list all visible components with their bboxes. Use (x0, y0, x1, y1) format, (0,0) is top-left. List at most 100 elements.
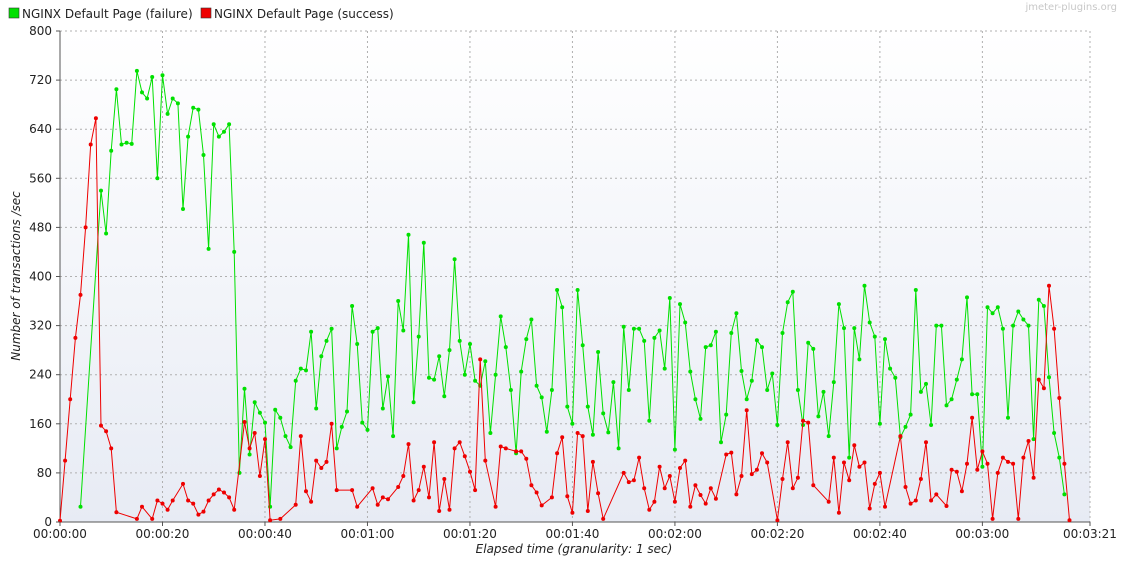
data-point (985, 305, 990, 310)
data-point (678, 302, 682, 307)
legend-label-failure: NGINX Default Page (failure) (22, 7, 193, 21)
data-point (662, 366, 667, 371)
data-point (1057, 396, 1062, 400)
data-point (324, 459, 329, 464)
data-point (483, 359, 488, 364)
data-point (334, 488, 339, 493)
data-point (273, 407, 278, 412)
data-point (473, 488, 478, 493)
series-success (58, 116, 1072, 523)
data-point (565, 494, 570, 499)
data-point (872, 481, 877, 486)
data-point (365, 427, 370, 432)
data-point (601, 411, 606, 416)
data-point (667, 296, 672, 300)
data-point (816, 414, 821, 419)
data-point (765, 388, 770, 392)
x-ticks: 00:00:00 00:00:20 00:00:40 00:01:00 00:01:20… (33, 522, 1117, 541)
data-point (329, 326, 334, 331)
data-point (473, 378, 478, 383)
data-point (288, 445, 293, 450)
data-point (790, 486, 795, 491)
data-point (590, 459, 595, 464)
data-point (88, 142, 93, 147)
data-point (985, 461, 990, 466)
data-point (257, 410, 262, 415)
data-point (191, 501, 196, 506)
data-point (954, 377, 959, 382)
data-point (790, 289, 795, 294)
data-point (539, 395, 544, 400)
data-point (555, 451, 560, 456)
data-point (216, 134, 221, 139)
data-point (503, 446, 508, 451)
data-point (432, 440, 437, 445)
data-point (918, 389, 923, 394)
data-point (1000, 455, 1005, 460)
data-point (165, 507, 170, 512)
data-point (252, 431, 257, 435)
data-point (206, 498, 211, 503)
data-point (606, 430, 611, 435)
data-point (549, 495, 554, 500)
watermark: jmeter-plugins.org (1024, 2, 1117, 13)
data-point (734, 492, 739, 497)
data-point (811, 346, 816, 351)
data-point (493, 504, 498, 509)
data-point (1052, 431, 1057, 435)
x-tick-label: 00:02:40 (853, 527, 907, 541)
data-point (959, 489, 964, 494)
data-point (140, 90, 144, 95)
data-point (970, 415, 975, 420)
data-point (411, 400, 416, 405)
data-point (396, 485, 401, 489)
data-point (529, 317, 534, 322)
data-point (857, 357, 862, 362)
data-point (647, 418, 652, 423)
data-point (201, 153, 206, 157)
data-point (893, 375, 898, 380)
data-point (232, 507, 237, 512)
y-tick-label: 80 (37, 466, 52, 480)
data-point (437, 509, 442, 513)
data-point (1006, 415, 1010, 420)
data-point (1047, 283, 1051, 288)
data-point (93, 116, 98, 121)
data-point (990, 311, 995, 316)
data-point (724, 412, 729, 417)
legend-item-failure[interactable]: NGINX Default Page (failure) (8, 7, 193, 21)
data-point (724, 452, 729, 457)
data-point (421, 240, 426, 245)
data-point (375, 502, 380, 507)
data-point (929, 498, 934, 503)
legend-item-success[interactable]: NGINX Default Page (success) (200, 7, 394, 21)
data-point (959, 357, 964, 362)
data-point (1006, 459, 1010, 464)
data-point (278, 415, 283, 420)
data-point (380, 495, 385, 500)
data-point (965, 295, 969, 300)
y-tick-label: 400 (29, 270, 52, 284)
data-point (708, 343, 713, 348)
data-point (1000, 326, 1005, 331)
data-point (452, 257, 457, 262)
data-point (114, 510, 119, 515)
data-point (304, 368, 308, 373)
data-point (427, 375, 431, 380)
data-point (232, 249, 237, 254)
data-point (1041, 386, 1046, 391)
data-point (1026, 439, 1031, 443)
data-point (749, 378, 754, 383)
data-point (503, 345, 508, 350)
data-point (186, 498, 191, 503)
data-point (719, 440, 723, 445)
y-tick-label: 0 (44, 515, 52, 529)
data-point (877, 421, 882, 426)
data-point (903, 424, 908, 429)
data-point (867, 506, 872, 511)
data-point (852, 326, 857, 331)
data-point (785, 440, 790, 445)
data-point (780, 331, 785, 335)
data-point (488, 431, 493, 435)
data-point (447, 348, 452, 353)
